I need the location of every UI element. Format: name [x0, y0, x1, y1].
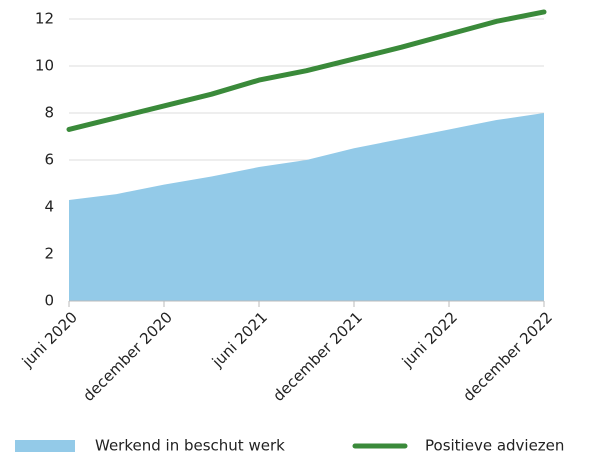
- x-tick-label: juni 2022: [398, 308, 461, 371]
- x-tick-label: december 2020: [79, 308, 176, 405]
- legend-label: Werkend in beschut werk: [95, 437, 285, 455]
- area: [69, 113, 544, 301]
- legend-label: Positieve adviezen: [425, 437, 564, 455]
- y-tick-label: 4: [44, 198, 54, 216]
- y-tick-label: 2: [44, 245, 54, 263]
- y-tick-label: 10: [35, 57, 54, 75]
- line: [66, 9, 547, 132]
- y-tick-label: 8: [44, 104, 54, 122]
- y-tick-label: 0: [44, 292, 54, 310]
- x-tick-label: juni 2020: [18, 308, 81, 371]
- x-tick-label: juni 2021: [208, 308, 271, 371]
- x-tick-label: december 2022: [459, 308, 556, 405]
- y-tick-label: 12: [35, 10, 54, 28]
- legend-swatch: [15, 440, 75, 452]
- y-tick-label: 6: [44, 151, 54, 169]
- x-tick-label: december 2021: [269, 308, 366, 405]
